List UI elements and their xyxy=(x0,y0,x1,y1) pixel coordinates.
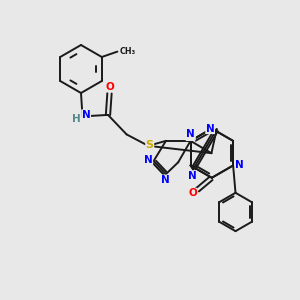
Text: CH₃: CH₃ xyxy=(119,47,135,56)
Text: N: N xyxy=(161,175,170,185)
Text: N: N xyxy=(186,130,195,140)
Text: N: N xyxy=(235,160,244,170)
Text: N: N xyxy=(82,110,91,120)
Text: O: O xyxy=(106,82,115,92)
Text: N: N xyxy=(206,124,214,134)
Text: H: H xyxy=(71,114,80,124)
Text: S: S xyxy=(146,140,154,150)
Text: O: O xyxy=(188,188,197,198)
Text: N: N xyxy=(188,171,197,181)
Text: N: N xyxy=(144,154,153,165)
Text: N: N xyxy=(186,129,195,139)
